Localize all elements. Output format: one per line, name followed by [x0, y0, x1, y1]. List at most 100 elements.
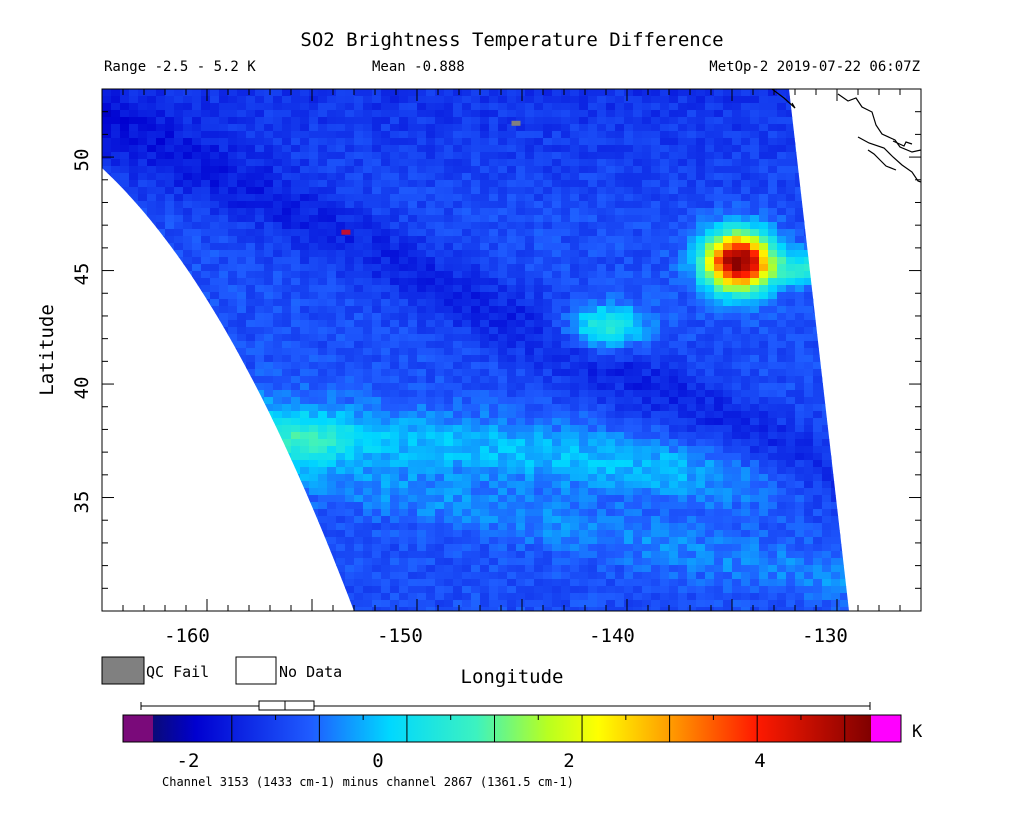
swath-pixel: [570, 229, 580, 237]
swath-pixel: [588, 453, 598, 461]
swath-pixel: [453, 334, 463, 342]
swath-pixel: [480, 208, 490, 216]
swath-pixel: [381, 278, 391, 286]
swath-pixel: [687, 383, 697, 391]
swath-pixel: [408, 215, 418, 223]
swath-pixel: [615, 124, 625, 132]
swath-pixel: [318, 390, 328, 398]
swath-pixel: [705, 208, 715, 216]
swath-pixel: [588, 285, 598, 293]
swath-pixel: [660, 299, 670, 307]
swath-pixel: [777, 299, 787, 307]
swath-pixel: [588, 306, 598, 314]
swath-pixel: [399, 411, 409, 419]
swath-pixel: [804, 341, 814, 349]
swath-pixel: [813, 446, 823, 454]
swath-pixel: [327, 222, 337, 230]
swath-pixel: [759, 89, 769, 97]
swath-pixel: [210, 131, 220, 139]
swath-pixel: [660, 285, 670, 293]
swath-pixel: [282, 257, 292, 265]
swath-pixel: [138, 117, 148, 125]
swath-pixel: [588, 369, 598, 377]
swath-pixel: [507, 138, 517, 146]
swath-pixel: [597, 432, 607, 440]
swath-pixel: [246, 341, 256, 349]
swath-pixel: [282, 236, 292, 244]
swath-pixel: [687, 187, 697, 195]
swath-pixel: [552, 348, 562, 356]
swath-pixel: [291, 166, 301, 174]
swath-pixel: [435, 236, 445, 244]
swath-pixel: [615, 467, 625, 475]
swath-pixel: [669, 327, 679, 335]
swath-pixel: [588, 131, 598, 139]
swath-pixel: [489, 250, 499, 258]
swath-pixel: [606, 159, 616, 167]
swath-pixel: [660, 103, 670, 111]
swath-pixel: [750, 348, 760, 356]
swath-pixel: [768, 411, 778, 419]
swath-pixel: [786, 138, 796, 146]
swath-pixel: [318, 243, 328, 251]
swath-pixel: [282, 222, 292, 230]
swath-pixel: [309, 89, 319, 97]
swath-pixel: [237, 124, 247, 132]
swath-pixel: [210, 110, 220, 118]
swath-pixel: [525, 187, 535, 195]
swath-pixel: [669, 341, 679, 349]
swath-pixel: [696, 89, 706, 97]
swath-pixel: [210, 89, 220, 97]
swath-pixel: [714, 432, 724, 440]
swath-pixel: [561, 467, 571, 475]
swath-pixel: [525, 306, 535, 314]
swath-pixel: [543, 152, 553, 160]
swath-pixel: [363, 250, 373, 258]
swath-pixel: [696, 166, 706, 174]
swath-pixel: [129, 180, 139, 188]
swath-pixel: [768, 250, 778, 258]
swath-pixel: [741, 348, 751, 356]
swath-pixel: [462, 110, 472, 118]
swath-pixel: [417, 390, 427, 398]
swath-pixel: [309, 96, 319, 104]
swath-pixel: [264, 271, 274, 279]
swath-pixel: [606, 229, 616, 237]
swath-pixel: [264, 145, 274, 153]
swath-pixel: [282, 285, 292, 293]
swath-pixel: [471, 313, 481, 321]
swath-pixel: [489, 292, 499, 300]
swath-pixel: [642, 243, 652, 251]
swath-pixel: [579, 222, 589, 230]
swath-pixel: [588, 243, 598, 251]
swath-pixel: [156, 96, 166, 104]
swath-pixel: [741, 173, 751, 181]
swath-pixel: [777, 110, 787, 118]
swath-pixel: [255, 348, 265, 356]
swath-pixel: [516, 96, 526, 104]
swath-pixel: [669, 89, 679, 97]
swath-pixel: [228, 285, 238, 293]
swath-pixel: [651, 264, 661, 272]
swath-pixel: [741, 194, 751, 202]
swath-pixel: [570, 159, 580, 167]
swath-pixel: [246, 334, 256, 342]
swath-pixel: [444, 467, 454, 475]
swath-pixel: [498, 152, 508, 160]
swath-pixel: [534, 355, 544, 363]
swath-pixel: [246, 320, 256, 328]
swath-pixel: [705, 229, 715, 237]
swath-pixel: [291, 285, 301, 293]
swath-pixel: [372, 131, 382, 139]
swath-pixel: [615, 341, 625, 349]
swath-pixel: [291, 180, 301, 188]
swath-pixel: [498, 194, 508, 202]
swath-pixel: [552, 264, 562, 272]
swath-pixel: [417, 467, 427, 475]
swath-pixel: [615, 110, 625, 118]
swath-pixel: [345, 215, 355, 223]
swath-pixel: [624, 236, 634, 244]
swath-pixel: [453, 257, 463, 265]
swath-pixel: [255, 131, 265, 139]
swath-pixel: [750, 124, 760, 132]
